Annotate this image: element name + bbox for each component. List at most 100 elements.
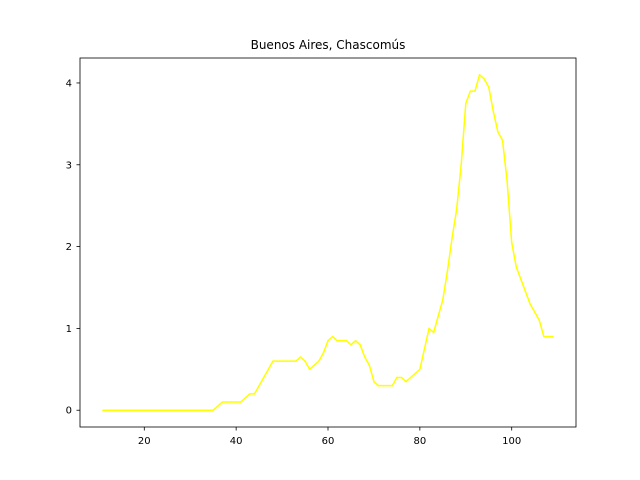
data-point: [497, 131, 499, 133]
data-point: [152, 409, 155, 411]
y-tick-label: 3: [66, 160, 72, 171]
data-point: [506, 180, 508, 182]
data-point: [460, 164, 462, 166]
data-point: [129, 409, 132, 411]
data-point: [230, 401, 233, 403]
data-point: [115, 409, 118, 411]
data-point: [487, 86, 490, 88]
x-tick-label: 20: [138, 436, 151, 447]
data-point: [166, 409, 169, 411]
axes: 20 40 60 80 100 0 1 2 3 4: [66, 57, 577, 447]
data-point: [175, 409, 178, 411]
data-point: [299, 356, 302, 358]
data-point: [510, 241, 513, 244]
data-point: [442, 299, 444, 301]
data-point: [341, 339, 343, 342]
data-point: [501, 139, 504, 141]
data-point: [386, 384, 389, 387]
data-point: [102, 409, 104, 411]
data-point: [419, 368, 421, 371]
data-point: [345, 339, 348, 342]
x-tick-label: 100: [502, 436, 521, 447]
data-point: [354, 339, 357, 342]
data-point: [106, 409, 109, 411]
data-point: [221, 401, 224, 403]
data-point: [138, 409, 141, 411]
data-point: [171, 409, 173, 411]
data-point: [437, 315, 439, 317]
data-point: [295, 360, 297, 362]
data-point: [262, 376, 265, 379]
plot-area: [102, 74, 554, 411]
data-point: [327, 339, 329, 342]
data-point: [391, 384, 394, 387]
data-point: [304, 360, 306, 362]
data-point: [161, 409, 164, 411]
y-tick-label: 0: [66, 406, 72, 417]
data-point: [207, 409, 210, 411]
data-point: [180, 409, 182, 411]
data-point: [396, 376, 398, 379]
data-point: [148, 409, 150, 411]
data-point: [111, 409, 113, 411]
data-point: [203, 409, 205, 411]
data-point: [217, 405, 219, 407]
data-point: [377, 384, 380, 387]
x-tick-label: 80: [413, 436, 426, 447]
data-point: [276, 360, 279, 362]
data-point: [198, 409, 201, 411]
data-point: [194, 409, 196, 411]
data-point: [538, 319, 541, 321]
data-point: [272, 360, 274, 362]
data-point: [253, 393, 256, 395]
data-point: [267, 368, 270, 371]
y-tick-label: 4: [66, 78, 72, 89]
x-tick-label: 60: [322, 436, 335, 447]
data-point: [318, 360, 320, 362]
data-point: [313, 364, 315, 366]
data-point: [446, 270, 449, 272]
data-point: [423, 348, 426, 350]
x-tick-label: 40: [230, 436, 243, 447]
y-tick-label: 1: [66, 324, 72, 335]
data-point: [244, 397, 247, 399]
y-tick-label: 2: [66, 242, 72, 253]
data-point: [373, 380, 375, 383]
data-point: [350, 344, 352, 346]
data-point: [184, 409, 187, 411]
data-point: [368, 364, 371, 366]
data-point: [235, 401, 237, 403]
data-point: [134, 409, 136, 411]
data-point: [239, 401, 242, 403]
data-point: [405, 380, 407, 383]
data-point: [520, 278, 522, 281]
data-point: [290, 360, 293, 362]
data-point: [212, 409, 214, 411]
data-point: [547, 335, 550, 338]
data-point: [382, 384, 384, 387]
data-point: [552, 335, 554, 338]
data-point: [432, 331, 435, 334]
data-point: [483, 78, 485, 80]
data-point: [515, 266, 518, 268]
data-point: [451, 237, 453, 240]
data-point: [492, 110, 495, 113]
data-point: [285, 360, 288, 362]
data-point: [409, 376, 412, 379]
data-point: [308, 368, 311, 371]
data-point: [143, 409, 146, 411]
data-point: [478, 74, 481, 76]
data-point: [258, 384, 260, 387]
data-point: [331, 335, 334, 338]
data-point: [363, 356, 366, 358]
data-point: [336, 339, 338, 342]
data-point: [125, 409, 127, 411]
data-point: [157, 409, 159, 411]
data-point: [428, 327, 430, 330]
data-point: [249, 393, 251, 395]
data-point: [465, 102, 467, 105]
data-point: [543, 335, 545, 338]
data-point: [400, 376, 403, 379]
